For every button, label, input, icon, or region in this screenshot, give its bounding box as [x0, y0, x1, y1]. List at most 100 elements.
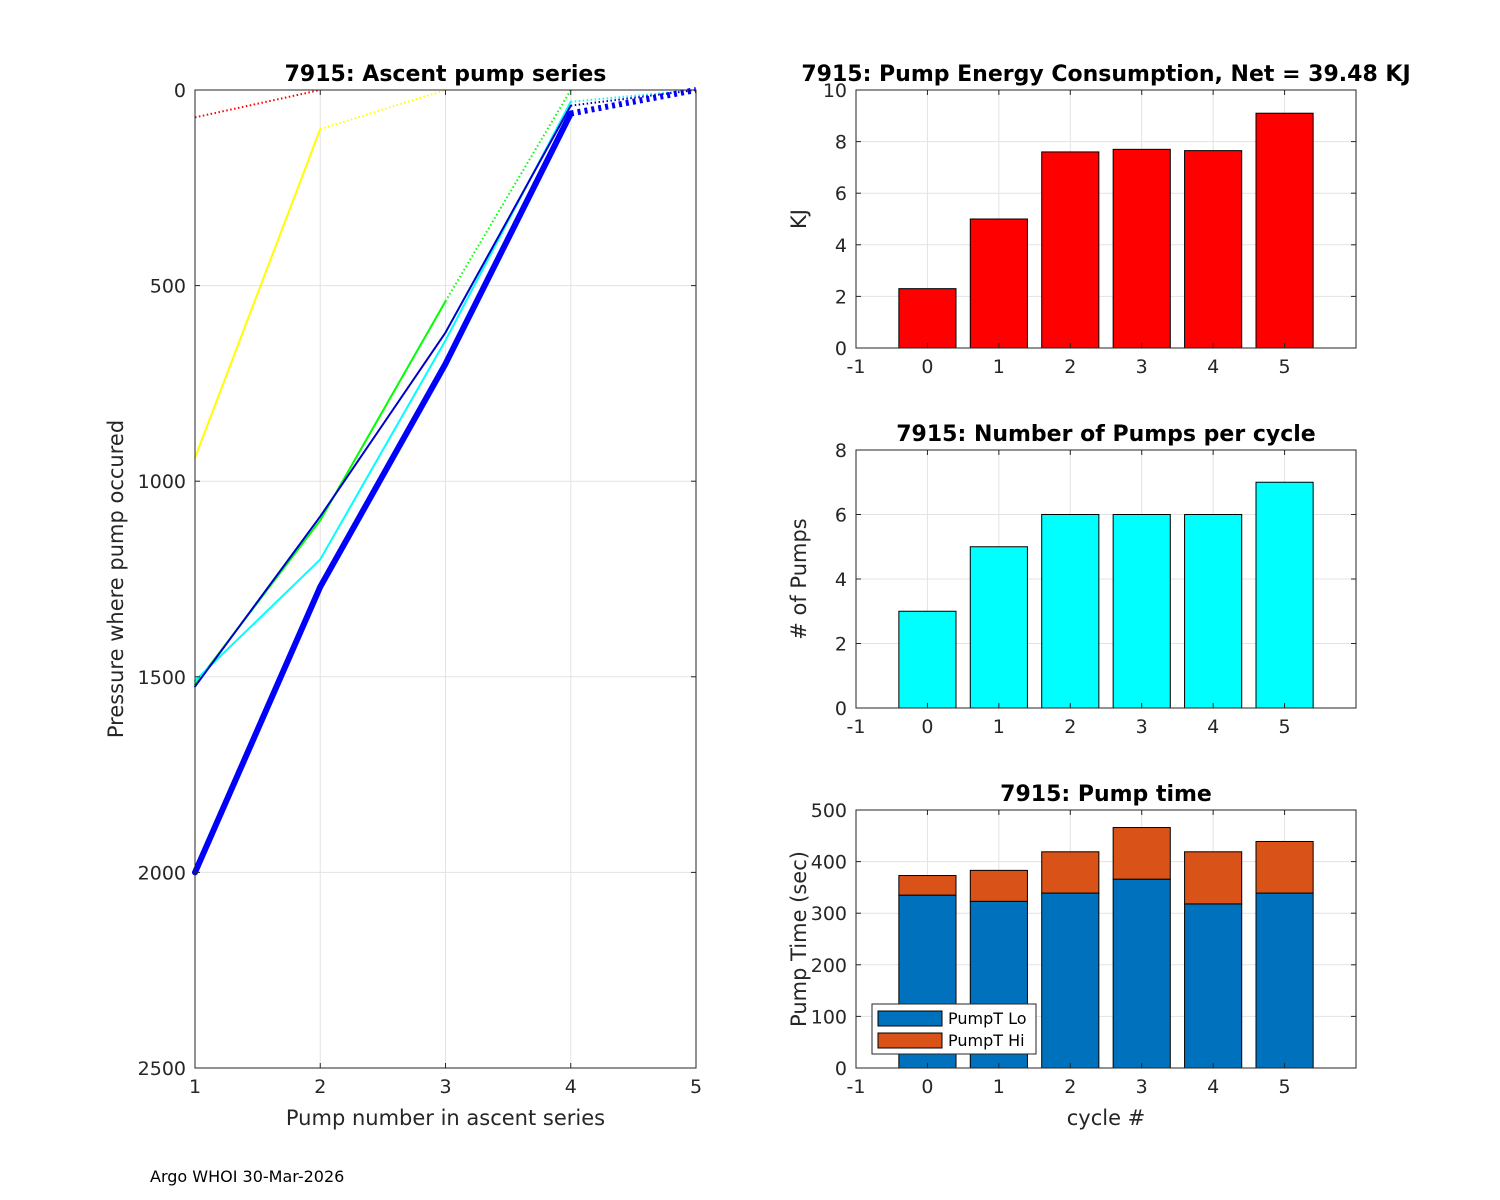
- series-line: [319, 89, 446, 131]
- bar: [1112, 514, 1171, 709]
- stacked-bar-segment: [1041, 892, 1100, 1069]
- y-tick-label: 8: [835, 440, 847, 462]
- y-tick-label: 0: [835, 338, 847, 360]
- x-tick-label: 1: [993, 356, 1005, 378]
- y-tick-label: 500: [150, 276, 186, 298]
- stacked-bar-segment: [1041, 851, 1100, 894]
- legend-label: PumpT Hi: [948, 1031, 1025, 1050]
- y-tick-label: 6: [835, 183, 847, 205]
- x-tick-label: 4: [1207, 716, 1219, 738]
- y-tick-label: 2: [835, 286, 847, 308]
- series-line: [194, 128, 322, 459]
- bar: [1041, 514, 1100, 709]
- bar: [1041, 151, 1100, 349]
- y-tick-label: 0: [835, 698, 847, 720]
- y-tick-label: 1000: [138, 471, 186, 493]
- stacked-bar-segment: [969, 869, 1028, 902]
- y-tick-label: 4: [835, 569, 847, 591]
- y-tick-label: 0: [174, 80, 186, 102]
- x-tick-label: -1: [847, 356, 866, 378]
- y-tick-label: 2000: [138, 862, 186, 884]
- ascent-pump-series-chart: 1 2 3 4 5 0 500 1000 1500 2000 2500 7915: Ascent pu…: [104, 62, 702, 1130]
- bar: [1184, 150, 1243, 349]
- y-axis-label: Pump Time (sec): [787, 851, 811, 1027]
- bar: [1112, 148, 1171, 349]
- x-tick-label: 5: [1279, 716, 1291, 738]
- x-tick-label: 2: [1064, 1076, 1076, 1098]
- y-tick-label: 0: [835, 1058, 847, 1080]
- y-tick-label: 2500: [138, 1058, 186, 1080]
- y-tick-label: 6: [835, 505, 847, 527]
- bar: [1184, 514, 1243, 709]
- y-tick-label: 400: [811, 852, 847, 874]
- x-tick-label: 4: [1207, 1076, 1219, 1098]
- stacked-bar-segment: [1255, 892, 1314, 1069]
- x-tick-label: 4: [1207, 356, 1219, 378]
- x-tick-label: 0: [921, 1076, 933, 1098]
- footer-text: Argo WHOI 30-Mar-2026: [150, 1167, 344, 1186]
- x-tick-label: 3: [1136, 716, 1148, 738]
- stacked-bar-segment: [1112, 878, 1171, 1069]
- y-tick-label: 200: [811, 955, 847, 977]
- bar: [969, 218, 1028, 349]
- x-tick-label: -1: [847, 716, 866, 738]
- legend: PumpT Lo PumpT Hi: [871, 1003, 1037, 1055]
- legend-label: PumpT Lo: [948, 1009, 1027, 1028]
- x-tick-label: 5: [690, 1076, 702, 1098]
- x-tick-label: 0: [921, 356, 933, 378]
- y-tick-label: 300: [811, 903, 847, 925]
- x-tick-label: 2: [314, 1076, 326, 1098]
- y-tick-label: 100: [811, 1006, 847, 1028]
- legend-swatch: [877, 1010, 943, 1027]
- x-tick-label: 1: [189, 1076, 201, 1098]
- axes-box: [855, 89, 1357, 349]
- x-tick-label: 1: [993, 716, 1005, 738]
- y-tick-label: 500: [811, 800, 847, 822]
- bar: [1255, 112, 1314, 349]
- x-tick-label: 0: [921, 716, 933, 738]
- x-axis-label: cycle #: [1067, 1106, 1146, 1130]
- x-tick-label: 5: [1279, 1076, 1291, 1098]
- y-axis-label: # of Pumps: [787, 518, 811, 640]
- chart-title: 7915: Number of Pumps per cycle: [896, 422, 1315, 447]
- x-tick-label: 3: [1136, 356, 1148, 378]
- stacked-bar-segment: [1184, 903, 1243, 1069]
- chart-title: 7915: Ascent pump series: [285, 62, 607, 87]
- x-tick-label: 4: [565, 1076, 577, 1098]
- bar: [898, 288, 957, 349]
- series-line: [194, 89, 321, 119]
- bar: [969, 546, 1028, 709]
- series-line: [570, 87, 697, 117]
- chart-title: 7915: Pump Energy Consumption, Net = 39.…: [801, 62, 1410, 87]
- x-tick-label: 2: [1064, 356, 1076, 378]
- y-axis-label: KJ: [787, 209, 811, 229]
- x-tick-label: 3: [1136, 1076, 1148, 1098]
- x-tick-label: 2: [1064, 716, 1076, 738]
- y-tick-label: 8: [835, 132, 847, 154]
- axes-box: [855, 809, 1357, 1069]
- series-line: [444, 89, 572, 302]
- stacked-bar-segment: [1112, 827, 1171, 880]
- chart-title: 7915: Pump time: [1000, 782, 1212, 807]
- y-axis-label: Pressure where pump occured: [104, 420, 128, 738]
- y-tick-label: 1500: [138, 667, 186, 689]
- x-tick-label: 5: [1279, 356, 1291, 378]
- series-line: [194, 104, 572, 688]
- x-axis-label: Pump number in ascent series: [286, 1106, 605, 1130]
- y-tick-label: 10: [823, 80, 847, 102]
- bar: [898, 610, 957, 709]
- stacked-bar-segment: [1255, 840, 1314, 894]
- stacked-bar-segment: [1184, 851, 1243, 905]
- stacked-bar-segment: [898, 875, 957, 896]
- bar: [1255, 481, 1314, 709]
- x-tick-label: -1: [847, 1076, 866, 1098]
- y-tick-label: 2: [835, 634, 847, 656]
- y-tick-label: 4: [835, 235, 847, 257]
- series-line: [192, 110, 574, 876]
- x-tick-label: 1: [993, 1076, 1005, 1098]
